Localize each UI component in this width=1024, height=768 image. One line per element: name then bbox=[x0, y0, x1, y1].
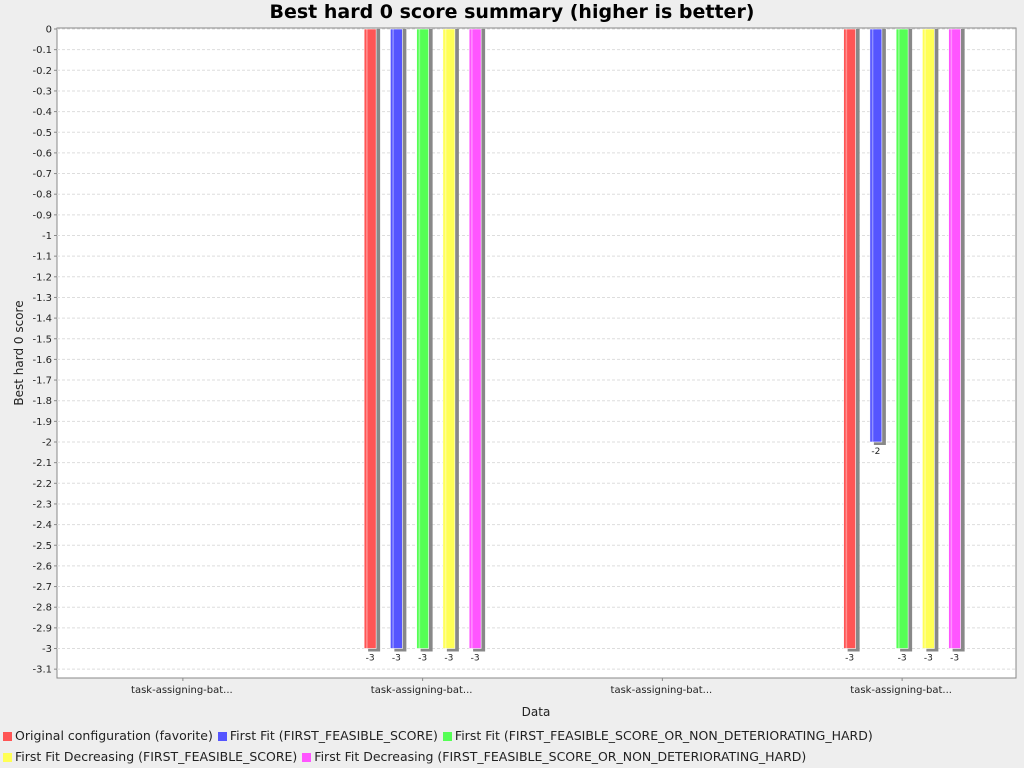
y-tick-label: -0.9 bbox=[32, 210, 52, 221]
category-label: task-assigning-bat... bbox=[611, 685, 713, 696]
legend-label: Original configuration (favorite) bbox=[15, 728, 213, 743]
bar-value-label: -3 bbox=[898, 654, 907, 664]
y-tick-label: -2.1 bbox=[32, 458, 52, 469]
category-label: task-assigning-bat... bbox=[371, 685, 473, 696]
bar bbox=[922, 28, 935, 649]
bar-value-label: -3 bbox=[950, 654, 959, 664]
y-tick-label: -1.2 bbox=[32, 272, 52, 283]
legend-label: First Fit (FIRST_FEASIBLE_SCORE) bbox=[229, 728, 438, 743]
y-tick-label: -1.3 bbox=[32, 293, 52, 304]
legend-item: First Fit (FIRST_FEASIBLE_SCORE_OR_NON_D… bbox=[442, 725, 873, 746]
bar-value-label: -3 bbox=[471, 654, 480, 664]
y-axis-ticks: 0 -0.1 -0.2 -0.3 -0.4 -0.5 -0.6 -0.7 -0.8 -0.9 -1 -… bbox=[32, 25, 57, 676]
bar-highlight bbox=[924, 29, 926, 649]
legend-row: Original configuration (favorite) First F… bbox=[0, 725, 1024, 746]
bar bbox=[416, 28, 429, 649]
y-tick-label: -1.4 bbox=[32, 314, 52, 325]
bar bbox=[948, 28, 961, 649]
y-tick-label: -1.6 bbox=[32, 355, 52, 366]
y-tick-label: -2 bbox=[42, 438, 52, 449]
y-tick-label: -1 bbox=[42, 231, 52, 242]
bar-highlight bbox=[898, 29, 900, 649]
bar-highlight bbox=[366, 29, 368, 649]
y-tick-label: -0.4 bbox=[32, 107, 52, 118]
y-tick-label: -3 bbox=[42, 644, 52, 655]
legend-label: First Fit (FIRST_FEASIBLE_SCORE_OR_NON_D… bbox=[454, 728, 873, 743]
bar bbox=[442, 28, 456, 649]
category-label: task-assigning-bat... bbox=[131, 685, 233, 696]
legend-row: First Fit Decreasing (FIRST_FEASIBLE_SCO… bbox=[0, 746, 1024, 767]
bar bbox=[468, 28, 482, 649]
chart-legend: Original configuration (favorite) First F… bbox=[0, 725, 1024, 767]
y-tick-label: -1.9 bbox=[32, 417, 52, 428]
bar-highlight bbox=[471, 29, 473, 649]
bar-value-label: -3 bbox=[366, 654, 375, 664]
data-labels: -3 -3 -3 -2 -3 -3 -3 -3 -3 -3 bbox=[366, 447, 959, 664]
y-tick-label: -1.1 bbox=[32, 252, 52, 263]
legend-label: First Fit Decreasing (FIRST_FEASIBLE_SCO… bbox=[314, 749, 807, 764]
y-tick-label: -2.8 bbox=[32, 603, 52, 614]
bar-highlight bbox=[444, 29, 447, 649]
y-axis-label: Best hard 0 score bbox=[12, 300, 26, 405]
legend-item: First Fit Decreasing (FIRST_FEASIBLE_SCO… bbox=[302, 746, 806, 767]
bar bbox=[390, 28, 403, 649]
chart-title: Best hard 0 score summary (higher is bet… bbox=[269, 1, 754, 23]
legend-swatch bbox=[217, 732, 227, 741]
bar-value-label: -3 bbox=[845, 654, 854, 664]
bar-value-label: -2 bbox=[871, 447, 880, 457]
bar-value-label: -3 bbox=[418, 654, 427, 664]
y-tick-label: -0.6 bbox=[32, 148, 52, 159]
bar-highlight bbox=[950, 29, 953, 649]
y-tick-label: -2.7 bbox=[32, 582, 52, 593]
y-tick-label: -2.6 bbox=[32, 561, 52, 572]
y-tick-label: -1.7 bbox=[32, 376, 52, 387]
legend-label: First Fit Decreasing (FIRST_FEASIBLE_SCO… bbox=[15, 749, 298, 764]
bar-chart: Best hard 0 score summary (higher is bet… bbox=[12, 1, 1017, 719]
bar bbox=[363, 28, 377, 649]
y-tick-label: -2.5 bbox=[32, 541, 52, 552]
legend-item: Original configuration (favorite) bbox=[3, 725, 213, 746]
bar bbox=[843, 28, 856, 649]
y-tick-label: -2.9 bbox=[32, 623, 52, 634]
y-tick-label: -2.4 bbox=[32, 520, 52, 531]
y-tick-label: -2.3 bbox=[32, 499, 52, 510]
legend-item: First Fit Decreasing (FIRST_FEASIBLE_SCO… bbox=[3, 746, 297, 767]
y-tick-label: -0.1 bbox=[32, 45, 52, 56]
bar bbox=[869, 28, 883, 443]
legend-swatch bbox=[442, 732, 452, 741]
legend-swatch bbox=[302, 753, 312, 762]
bar-highlight bbox=[392, 29, 394, 649]
bar bbox=[895, 28, 909, 649]
category-label: task-assigning-bat... bbox=[850, 685, 952, 696]
bars bbox=[363, 28, 965, 652]
legend-swatch bbox=[3, 732, 12, 741]
legend-swatch bbox=[3, 753, 12, 762]
y-tick-label: -1.8 bbox=[32, 396, 52, 407]
x-axis-categories: task-assigning-bat... task-assigning-bat.… bbox=[131, 678, 952, 696]
bar-value-label: -3 bbox=[444, 654, 453, 664]
bar-value-label: -3 bbox=[392, 654, 401, 664]
y-tick-label: -0.3 bbox=[32, 86, 52, 97]
x-axis-label: Data bbox=[522, 705, 551, 719]
y-tick-label: 0 bbox=[46, 25, 52, 36]
bar-highlight bbox=[845, 29, 848, 649]
y-tick-label: -3.1 bbox=[32, 665, 52, 676]
y-tick-label: -0.7 bbox=[32, 169, 52, 180]
legend-item: First Fit (FIRST_FEASIBLE_SCORE) bbox=[217, 725, 438, 746]
bar-highlight bbox=[418, 29, 421, 649]
bar-highlight bbox=[871, 29, 874, 442]
y-tick-label: -2.2 bbox=[32, 479, 52, 490]
y-tick-label: -0.2 bbox=[32, 66, 52, 77]
bar-value-label: -3 bbox=[924, 654, 933, 664]
y-tick-label: -1.5 bbox=[32, 334, 52, 345]
y-tick-label: -0.8 bbox=[32, 190, 52, 201]
y-tick-label: -0.5 bbox=[32, 128, 52, 139]
